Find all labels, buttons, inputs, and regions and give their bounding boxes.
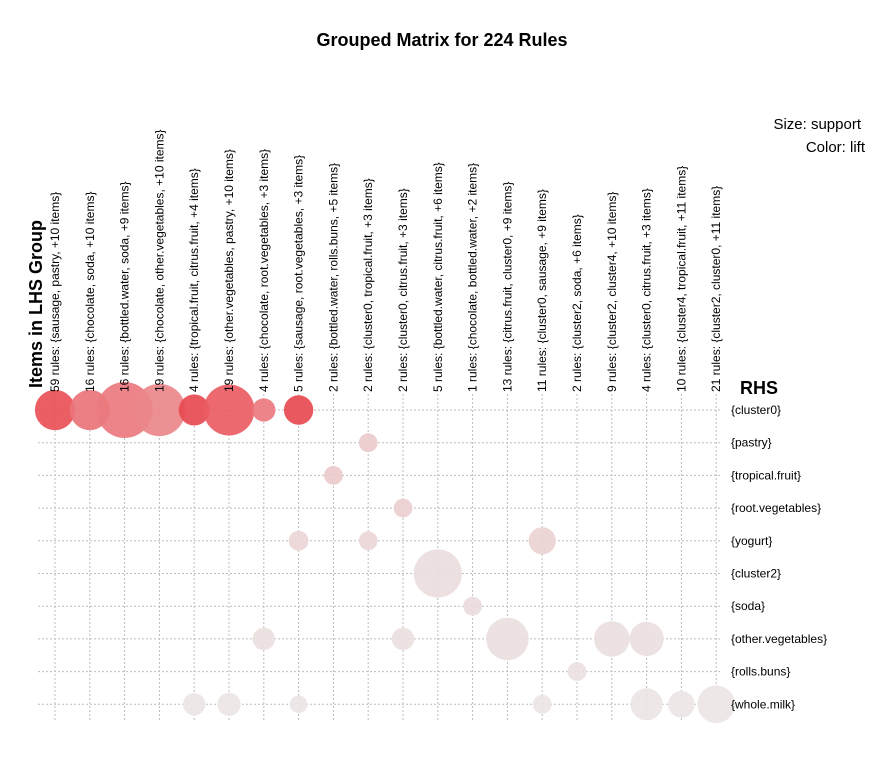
rule-bubble: 13 rules: {citrus.fruit, cluster0, +9 it… [486, 617, 529, 661]
rule-bubble: 2 rules: {cluster0, tropical.fruit, +3 i… [358, 531, 378, 551]
chart-title: Grouped Matrix for 224 Rules [316, 30, 567, 50]
lhs-group-label: 4 rules: {tropical.fruit, citrus.fruit, … [187, 168, 201, 392]
rhs-item-label: {rolls.buns} [731, 665, 790, 679]
rule-bubble: 1 rules: {chocolate, bottled.water, +2 i… [463, 596, 482, 616]
rule-bubble: 10 rules: {cluster4, tropical.fruit, +11… [668, 691, 695, 718]
legend-size: Size: support [773, 116, 861, 133]
rhs-item-label: {tropical.fruit} [731, 468, 801, 482]
rhs-item-label: {cluster2} [731, 567, 781, 581]
rule-bubble: 19 rules: {chocolate, other.vegetables, … [133, 383, 186, 437]
lhs-group-label: 1 rules: {chocolate, bottled.water, +2 i… [466, 163, 480, 392]
lhs-group-label: 4 rules: {cluster0, citrus.fruit, +3 ite… [640, 188, 654, 392]
rule-bubble: 4 rules: {chocolate, root.vegetables, +3… [252, 398, 276, 422]
legend-color: Color: lift [806, 139, 866, 156]
rule-bubble: 5 rules: {sausage, root.vegetables, +3 i… [289, 695, 308, 714]
rule-bubble: 2 rules: {bottled.water, rolls.buns, +5 … [324, 466, 343, 485]
rhs-item-labels: {cluster0} {pastry} {tropical.fruit} {root.… [731, 403, 827, 711]
rule-bubble: 5 rules: {sausage, root.vegetables, +3 i… [283, 395, 314, 425]
bubbles: 59 rules: {sausage, pastry, +10 items} →… [34, 382, 735, 724]
lhs-group-label: 11 rules: {cluster0, sausage, +9 items} [535, 189, 549, 392]
y-axis-title: RHS [740, 378, 778, 398]
grid [38, 394, 720, 720]
rule-bubble: 9 rules: {cluster2, cluster4, +10 items}… [594, 621, 630, 657]
rule-bubble: 4 rules: {cluster0, citrus.fruit, +3 ite… [629, 621, 664, 657]
lhs-group-label: 5 rules: {bottled.water, citrus.fruit, +… [431, 162, 445, 392]
rule-bubble: 4 rules: {tropical.fruit, citrus.fruit, … [183, 693, 206, 716]
rule-bubble: 4 rules: {tropical.fruit, citrus.fruit, … [178, 394, 210, 426]
rule-bubble: 2 rules: {cluster0, citrus.fruit, +3 ite… [393, 498, 413, 518]
lhs-group-label: 21 rules: {cluster2, cluster0, +11 items… [709, 186, 723, 392]
lhs-group-label: 9 rules: {cluster2, cluster4, +10 items} [605, 192, 619, 392]
rule-bubble: 11 rules: {cluster0, sausage, +9 items} … [532, 694, 552, 714]
rule-bubble: 19 rules: {other.vegetables, pastry, +10… [217, 692, 241, 716]
rhs-item-label: {other.vegetables} [731, 632, 827, 646]
lhs-group-label: 10 rules: {cluster4, tropical.fruit, +11… [674, 166, 688, 392]
lhs-group-label: 13 rules: {citrus.fruit, cluster0, +9 it… [500, 182, 514, 392]
rule-bubble: 4 rules: {chocolate, root.vegetables, +3… [252, 627, 275, 651]
lhs-group-label: 59 rules: {sausage, pastry, +10 items} [48, 192, 62, 392]
lhs-group-labels: 59 rules: {sausage, pastry, +10 items} 16… [48, 129, 723, 392]
lhs-group-label: 19 rules: {chocolate, other.vegetables, … [152, 129, 166, 392]
lhs-group-label: 2 rules: {cluster0, tropical.fruit, +3 i… [361, 178, 375, 392]
lhs-group-label: 16 rules: {bottled.water, soda, +9 items… [118, 182, 132, 392]
rhs-item-label: {whole.milk} [731, 697, 795, 711]
lhs-group-label: 19 rules: {other.vegetables, pastry, +10… [222, 149, 236, 392]
rule-bubble: 5 rules: {bottled.water, citrus.fruit, +… [413, 549, 462, 598]
rule-bubble: 21 rules: {cluster2, cluster0, +11 items… [697, 685, 735, 724]
lhs-group-label: 2 rules: {cluster2, soda, +6 items} [570, 214, 584, 392]
rule-bubble: 2 rules: {cluster2, soda, +6 items} → {r… [567, 662, 587, 681]
lhs-group-label: 4 rules: {chocolate, root.vegetables, +3… [257, 149, 271, 392]
lhs-group-label: 2 rules: {bottled.water, rolls.buns, +5 … [326, 163, 340, 392]
rhs-item-label: {root.vegetables} [731, 501, 821, 515]
rule-bubble: 2 rules: {cluster0, citrus.fruit, +3 ite… [391, 627, 415, 651]
x-axis-title: Items in LHS Group [26, 220, 46, 388]
rhs-item-label: {cluster0} [731, 403, 781, 417]
rhs-item-label: {yogurt} [731, 534, 772, 548]
rule-bubble: 4 rules: {cluster0, citrus.fruit, +3 ite… [630, 688, 663, 721]
lhs-group-label: 16 rules: {chocolate, soda, +10 items} [83, 192, 97, 392]
rhs-item-label: {pastry} [731, 436, 772, 450]
rhs-item-label: {soda} [731, 599, 765, 613]
rule-bubble: 5 rules: {sausage, root.vegetables, +3 i… [288, 530, 309, 551]
rule-bubble: 19 rules: {other.vegetables, pastry, +10… [203, 384, 255, 436]
lhs-group-label: 2 rules: {cluster0, citrus.fruit, +3 ite… [396, 188, 410, 392]
rule-bubble: 59 rules: {sausage, pastry, +10 items} →… [34, 389, 76, 431]
rule-bubble: 2 rules: {cluster0, tropical.fruit, +3 i… [358, 433, 378, 453]
lhs-group-label: 5 rules: {sausage, root.vegetables, +3 i… [292, 155, 306, 392]
rule-bubble: 11 rules: {cluster0, sausage, +9 items} … [528, 527, 556, 555]
